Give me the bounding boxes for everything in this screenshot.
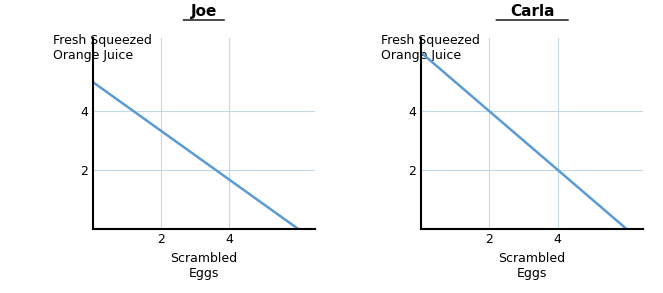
Text: Carla: Carla bbox=[510, 4, 554, 19]
Y-axis label: Fresh Squeezed
Orange Juice: Fresh Squeezed Orange Juice bbox=[381, 34, 480, 62]
X-axis label: Scrambled
Eggs: Scrambled Eggs bbox=[170, 252, 237, 280]
X-axis label: Scrambled
Eggs: Scrambled Eggs bbox=[499, 252, 566, 280]
Y-axis label: Fresh Squeezed
Orange Juice: Fresh Squeezed Orange Juice bbox=[53, 34, 152, 62]
Text: Joe: Joe bbox=[190, 4, 217, 19]
